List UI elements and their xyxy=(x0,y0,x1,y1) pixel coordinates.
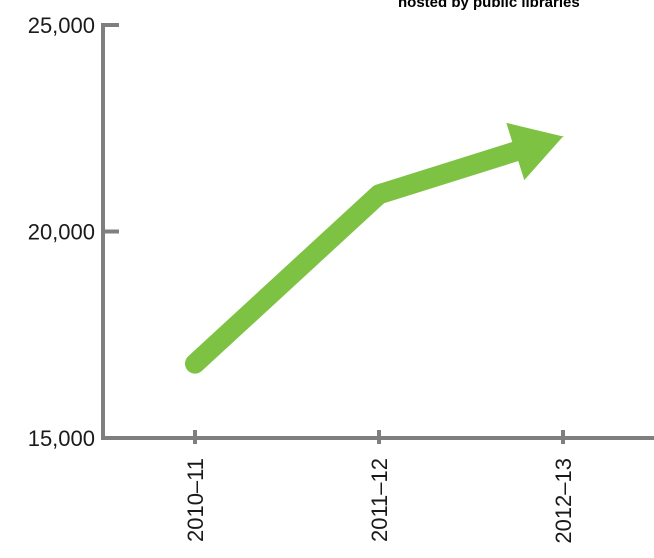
y-tick-label: 15,000 xyxy=(28,426,95,451)
x-tick-label: 2010–11 xyxy=(183,458,208,542)
x-axis-ticks: 2010–11 2011–12 2012–13 xyxy=(183,430,576,544)
x-tick-label: 2012–13 xyxy=(551,458,576,544)
y-tick-label: 25,000 xyxy=(28,13,95,38)
chart-axes xyxy=(101,23,654,440)
series-path xyxy=(185,140,530,374)
series-line xyxy=(185,122,564,374)
x-tick-label: 2011–12 xyxy=(367,458,392,542)
data-point xyxy=(378,193,380,195)
arrowhead xyxy=(506,122,563,181)
data-point xyxy=(194,363,196,365)
data-point xyxy=(562,136,564,138)
y-tick-label: 20,000 xyxy=(28,220,95,245)
chart-title: hosted by public libraries xyxy=(398,0,580,11)
y-axis-ticks: 15,000 20,000 25,000 xyxy=(28,13,119,451)
